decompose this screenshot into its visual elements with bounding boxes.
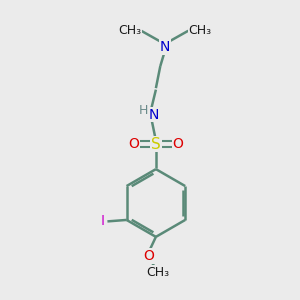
- Text: O: O: [143, 249, 154, 263]
- Text: CH₃: CH₃: [188, 24, 212, 37]
- Text: O: O: [128, 137, 139, 151]
- Text: I: I: [101, 214, 105, 228]
- Text: N: N: [148, 108, 159, 122]
- Text: S: S: [151, 136, 161, 152]
- Text: H: H: [139, 104, 148, 117]
- Text: CH₃: CH₃: [146, 266, 169, 279]
- Text: O: O: [172, 137, 183, 151]
- Text: CH₃: CH₃: [118, 24, 141, 37]
- Text: N: N: [160, 40, 170, 54]
